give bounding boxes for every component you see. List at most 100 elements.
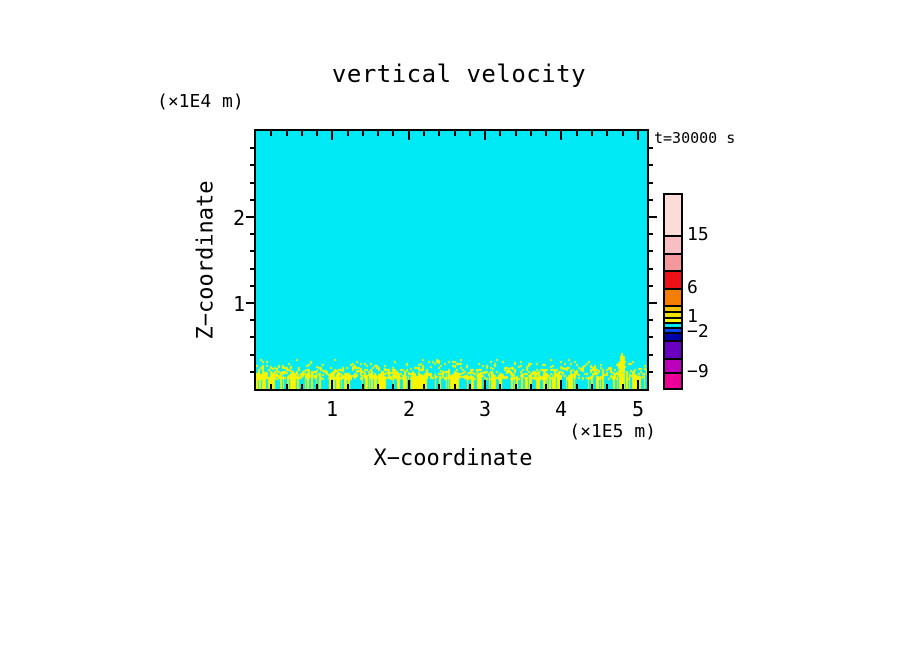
axis-tick [438, 384, 440, 389]
axis-tick [316, 384, 318, 389]
colorbar-segment [665, 235, 681, 253]
axis-tick [246, 216, 254, 218]
axis-tick [591, 384, 593, 389]
axis-tick [649, 182, 653, 184]
x-tick-label: 2 [402, 397, 416, 421]
axis-tick [250, 147, 254, 149]
axis-tick [286, 384, 288, 389]
colorbar-segment [665, 340, 681, 358]
colorbar-segment [665, 372, 681, 388]
colorbar-segment [665, 322, 681, 327]
axis-tick [362, 131, 364, 136]
axis-tick [250, 319, 254, 321]
axis-tick [484, 131, 486, 140]
axis-tick [250, 182, 254, 184]
axis-tick [649, 250, 653, 252]
axis-tick [250, 233, 254, 235]
colorbar-segment [665, 317, 681, 322]
axis-tick [649, 147, 653, 149]
axis-tick [392, 384, 394, 389]
axis-tick [515, 131, 517, 136]
axis-tick [576, 384, 578, 389]
axis-tick [454, 131, 456, 136]
axis-tick [637, 131, 639, 140]
colorbar-segment [665, 253, 681, 270]
axis-tick [469, 131, 471, 136]
axis-tick [423, 384, 425, 389]
axis-tick [377, 384, 379, 389]
axis-tick [392, 131, 394, 136]
axis-tick [560, 131, 562, 140]
axis-tick [331, 380, 333, 389]
y-axis-unit-label: (×1E4 m) [157, 91, 244, 112]
y-tick-label: 1 [232, 292, 245, 316]
axis-tick [591, 131, 593, 136]
axis-tick [545, 384, 547, 389]
colorbar-segment [665, 270, 681, 288]
axis-tick [246, 302, 254, 304]
axis-tick [649, 354, 653, 356]
axis-tick [362, 384, 364, 389]
axis-tick [649, 371, 653, 373]
axis-tick [347, 384, 349, 389]
axis-tick [622, 131, 624, 136]
axis-tick [649, 164, 653, 166]
axis-tick [649, 216, 657, 218]
axis-tick [250, 285, 254, 287]
surface-noise-layer [256, 353, 647, 389]
colorbar [663, 193, 683, 390]
axis-tick [286, 131, 288, 136]
axis-tick [301, 384, 303, 389]
axis-tick [649, 199, 653, 201]
axis-tick [637, 380, 639, 389]
axis-tick [250, 164, 254, 166]
axis-tick [576, 131, 578, 136]
axis-tick [606, 384, 608, 389]
axis-tick [423, 131, 425, 136]
axis-tick [250, 371, 254, 373]
colorbar-segment [665, 332, 681, 340]
axis-tick [545, 131, 547, 136]
axis-tick [250, 199, 254, 201]
y-tick-label: 2 [232, 206, 245, 230]
x-tick-label: 4 [554, 397, 568, 421]
x-tick-label: 5 [631, 397, 645, 421]
axis-tick [250, 336, 254, 338]
axis-tick [530, 131, 532, 136]
axis-tick [331, 131, 333, 140]
axis-tick [649, 268, 653, 270]
axis-tick [484, 380, 486, 389]
axis-tick [560, 380, 562, 389]
axis-tick [515, 384, 517, 389]
y-axis-title: Z−coordinate [193, 180, 219, 340]
colorbar-level-label: 6 [687, 277, 698, 298]
axis-tick [408, 380, 410, 389]
colorbar-level-label: 1 [687, 306, 698, 327]
colorbar-segment [665, 195, 681, 235]
axis-tick [649, 336, 653, 338]
plot-area [254, 129, 649, 391]
time-stamp-label: t=30000 s [654, 129, 736, 147]
axis-tick [649, 285, 653, 287]
axis-tick [649, 233, 653, 235]
axis-tick [530, 384, 532, 389]
axis-tick [469, 384, 471, 389]
x-tick-label: 1 [325, 397, 339, 421]
axis-tick [250, 250, 254, 252]
colorbar-level-label: −9 [687, 361, 709, 382]
x-tick-label: 3 [478, 397, 492, 421]
axis-tick [270, 384, 272, 389]
axis-tick [438, 131, 440, 136]
axis-tick [454, 384, 456, 389]
colorbar-level-label: −2 [687, 321, 709, 342]
x-axis-title: X−coordinate [373, 446, 533, 471]
axis-tick [649, 319, 653, 321]
axis-tick [377, 131, 379, 136]
axis-tick [347, 131, 349, 136]
colorbar-segment [665, 311, 681, 317]
colorbar-segment [665, 358, 681, 372]
colorbar-segment [665, 305, 681, 311]
x-axis-unit-label: (×1E5 m) [569, 421, 656, 442]
axis-tick [649, 302, 657, 304]
